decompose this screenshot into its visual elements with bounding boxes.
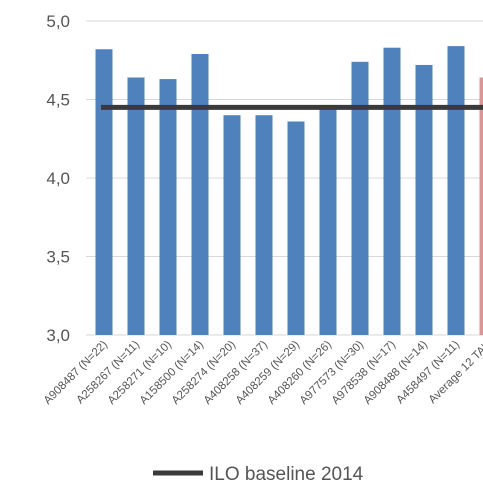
bar bbox=[319, 107, 337, 335]
bar bbox=[191, 53, 209, 335]
y-axis-tick-labels: 3,0 3,5 4,0 4,5 5,0 bbox=[46, 12, 70, 345]
bar bbox=[223, 115, 241, 335]
bar bbox=[351, 61, 369, 335]
y-tick-label: 4,5 bbox=[46, 91, 70, 110]
bar bbox=[447, 46, 465, 336]
bar bbox=[95, 49, 113, 335]
legend-baseline-label: ILO baseline 2014 bbox=[209, 464, 364, 483]
bar bbox=[159, 79, 177, 335]
x-axis-tick-labels: A908487 (N=22)A258267 (N=11)A258271 (N=1… bbox=[42, 338, 483, 407]
y-tick-label: 5,0 bbox=[46, 12, 70, 31]
y-tick-label: 3,0 bbox=[46, 326, 70, 345]
legend: ILO baseline 2014 bbox=[153, 464, 364, 483]
bar bbox=[415, 64, 433, 336]
y-tick-label: 4,0 bbox=[46, 169, 70, 188]
bar bbox=[255, 115, 273, 335]
y-tick-label: 3,5 bbox=[46, 248, 70, 267]
bar bbox=[479, 77, 483, 336]
bar bbox=[127, 77, 145, 336]
bar bbox=[287, 121, 305, 335]
bars bbox=[95, 46, 483, 336]
bar bbox=[383, 47, 401, 335]
